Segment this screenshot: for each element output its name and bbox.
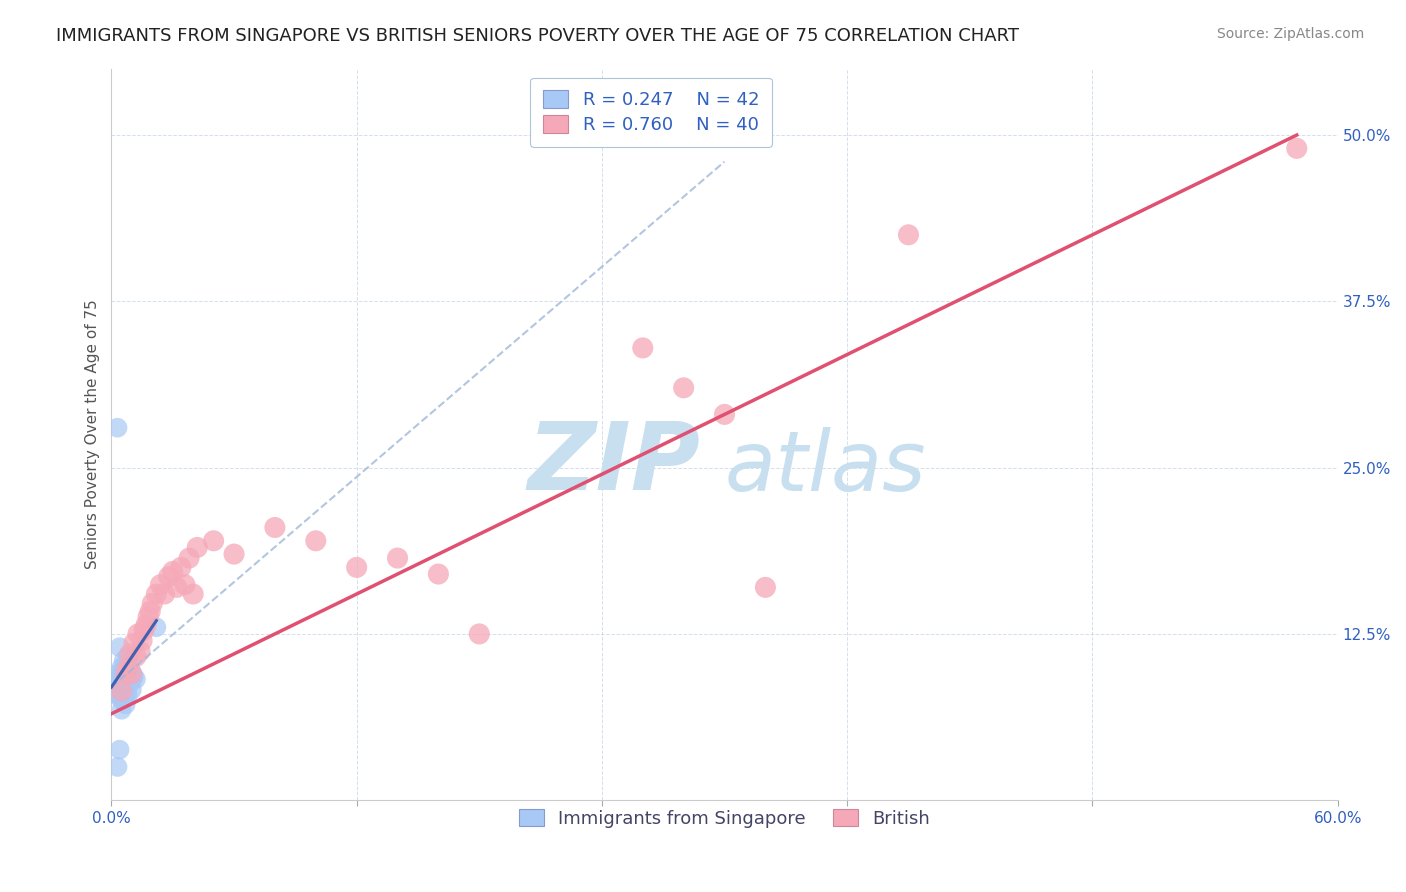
Point (346, 560, 368, 574)
Point (149, 577, 172, 591)
Point (127, 627, 149, 641)
Point (145, 587, 167, 601)
Point (631, 341, 654, 355)
Point (162, 565, 184, 579)
Point (111, 666, 134, 681)
Point (118, 647, 141, 661)
Point (121, 666, 143, 681)
Point (672, 381, 695, 395)
Legend: Immigrants from Singapore, British: Immigrants from Singapore, British (512, 802, 938, 835)
Point (111, 684, 134, 698)
Point (121, 665, 143, 680)
Point (112, 676, 135, 690)
Point (117, 660, 139, 674)
Point (112, 684, 135, 698)
Point (153, 587, 176, 601)
Point (114, 666, 136, 681)
Point (170, 560, 193, 574)
Point (114, 680, 136, 694)
Point (135, 617, 157, 632)
Point (136, 609, 159, 624)
Point (174, 577, 197, 591)
Point (157, 570, 180, 584)
Point (468, 627, 491, 641)
Point (118, 676, 141, 690)
Point (104, 687, 127, 701)
Y-axis label: Seniors Poverty Over the Age of 75: Seniors Poverty Over the Age of 75 (86, 300, 100, 569)
Point (713, 408, 735, 422)
Point (129, 644, 152, 658)
Point (125, 649, 148, 664)
Point (114, 698, 136, 712)
Point (107, 421, 129, 435)
Point (111, 693, 134, 707)
Point (166, 580, 188, 594)
Point (107, 666, 129, 681)
Point (754, 580, 776, 594)
Point (118, 668, 141, 682)
Point (114, 665, 136, 680)
Point (117, 663, 139, 677)
Point (186, 541, 208, 555)
Text: Source: ZipAtlas.com: Source: ZipAtlas.com (1216, 27, 1364, 41)
Point (107, 760, 129, 774)
Point (427, 567, 450, 582)
Point (117, 688, 139, 702)
Point (108, 671, 131, 685)
Point (131, 633, 153, 648)
Point (264, 520, 287, 534)
Point (112, 669, 135, 683)
Point (114, 673, 136, 688)
Point (108, 690, 131, 704)
Point (112, 654, 135, 668)
Text: atlas: atlas (724, 426, 927, 508)
Point (112, 663, 135, 677)
Point (387, 551, 409, 566)
Point (108, 680, 131, 694)
Point (114, 690, 136, 704)
Point (117, 680, 139, 694)
Point (112, 692, 135, 706)
Point (118, 660, 141, 674)
Point (111, 682, 134, 697)
Point (111, 673, 134, 688)
Text: ZIP: ZIP (527, 417, 700, 509)
Point (114, 657, 136, 672)
Point (305, 533, 328, 548)
Point (125, 672, 148, 686)
Point (132, 623, 155, 637)
Point (122, 636, 145, 650)
Point (145, 620, 167, 634)
Point (177, 551, 200, 566)
Point (1285, 141, 1308, 155)
Text: IMMIGRANTS FROM SINGAPORE VS BRITISH SENIORS POVERTY OVER THE AGE OF 75 CORRELAT: IMMIGRANTS FROM SINGAPORE VS BRITISH SEN… (56, 27, 1019, 45)
Point (108, 640, 131, 655)
Point (139, 604, 162, 618)
Point (108, 742, 131, 756)
Point (117, 671, 139, 685)
Point (107, 676, 129, 690)
Point (121, 673, 143, 688)
Point (202, 533, 225, 548)
Point (111, 660, 134, 674)
Point (122, 669, 145, 683)
Point (111, 703, 134, 717)
Point (117, 649, 139, 664)
Point (897, 227, 920, 242)
Point (121, 682, 143, 697)
Point (222, 547, 245, 561)
Point (141, 596, 163, 610)
Point (181, 587, 204, 601)
